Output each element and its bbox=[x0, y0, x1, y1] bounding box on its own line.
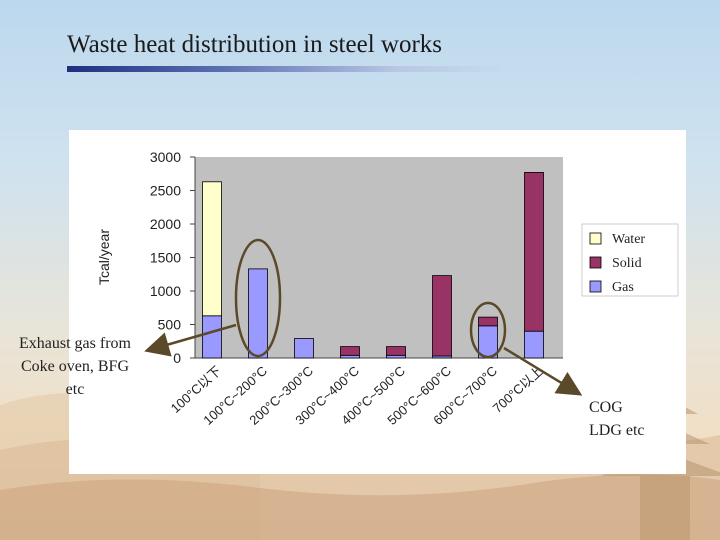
highlight-ellipse-low-temp bbox=[234, 238, 282, 358]
legend-label-gas: Gas bbox=[612, 280, 634, 295]
bar-segment-gas bbox=[340, 354, 360, 359]
annotation-exhaust-gas: Exhaust gas from Coke oven, BFG etc bbox=[0, 332, 150, 401]
x-tick-label: 700°C以上 bbox=[490, 363, 546, 416]
y-tick-label: 1500 bbox=[150, 250, 181, 266]
y-tick-label: 1000 bbox=[150, 283, 181, 299]
bar-segment-gas bbox=[386, 354, 406, 359]
annotation-left-line: Coke oven, BFG bbox=[21, 358, 129, 375]
bar-segment-gas bbox=[294, 338, 314, 359]
y-tick-label: 500 bbox=[158, 317, 182, 333]
annotation-right-line: LDG etc bbox=[589, 422, 645, 439]
legend-swatch-gas bbox=[589, 280, 602, 293]
bar-segment-gas bbox=[248, 268, 268, 359]
annotation-left-line: Exhaust gas from bbox=[19, 335, 131, 352]
bar-segment-solid bbox=[432, 275, 452, 357]
y-tick-label: 2000 bbox=[150, 216, 181, 232]
legend-label-solid: Solid bbox=[612, 256, 642, 271]
y-tick-label: 2500 bbox=[150, 183, 181, 199]
bar-segment-solid bbox=[386, 346, 406, 356]
title-underline-bar bbox=[67, 66, 507, 72]
bar-segment-solid bbox=[478, 316, 498, 327]
y-tick-label: 0 bbox=[173, 350, 181, 366]
bar-segment-gas bbox=[202, 315, 222, 359]
annotation-right-line: COG bbox=[589, 399, 623, 416]
legend-swatch-solid bbox=[589, 256, 602, 269]
slide-title: Waste heat distribution in steel works bbox=[67, 31, 442, 58]
legend-swatch-water bbox=[589, 232, 602, 245]
bar-segment-solid bbox=[524, 172, 544, 332]
annotation-cog-ldg: COG LDG etc bbox=[589, 396, 689, 442]
bar-segment-water bbox=[202, 181, 222, 317]
arrow-to-right-annotation bbox=[503, 346, 583, 396]
y-axis-label: Tcal/year bbox=[96, 229, 112, 285]
bar-segment-gas bbox=[478, 325, 498, 359]
annotation-left-line: etc bbox=[65, 381, 85, 398]
arrow-to-left-annotation bbox=[144, 323, 237, 357]
bar-segment-gas bbox=[524, 330, 544, 359]
bar-segment-solid bbox=[340, 346, 360, 356]
legend-label-water: Water bbox=[612, 232, 645, 247]
y-tick-label: 3000 bbox=[150, 149, 181, 165]
highlight-ellipse-high-temp bbox=[469, 301, 507, 359]
